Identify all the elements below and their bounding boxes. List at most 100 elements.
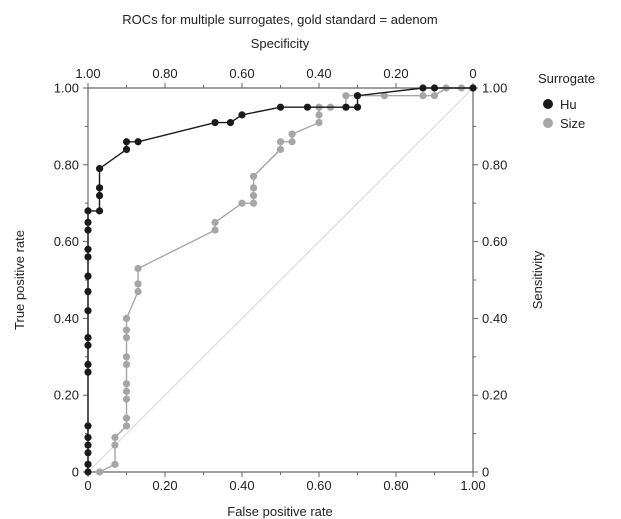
- x2-tick-label: 0.40: [306, 66, 331, 81]
- y-tick-label: 0: [72, 465, 79, 480]
- data-point-size: [111, 460, 119, 468]
- y-tick-label: 0.40: [54, 311, 79, 326]
- x-tick-label: 0: [84, 478, 91, 493]
- data-point-hu: [84, 287, 92, 296]
- data-point-size: [380, 92, 389, 100]
- data-point-size: [134, 287, 142, 296]
- data-point-hu: [238, 111, 246, 119]
- x-tick-label: 0.80: [383, 478, 408, 493]
- data-point-hu: [430, 84, 439, 92]
- legend-title: Surrogate: [538, 71, 595, 86]
- data-point-size: [122, 422, 131, 430]
- x2-tick-label: 1.00: [75, 66, 100, 81]
- y2-tick-label: 0.40: [482, 311, 507, 326]
- y2-tick-label: 0.60: [482, 234, 507, 249]
- x-tick-label: 0.60: [306, 478, 331, 493]
- data-point-size: [122, 314, 131, 322]
- data-point-size: [122, 353, 131, 361]
- data-point-size: [122, 387, 131, 395]
- data-point-hu: [469, 84, 477, 92]
- data-point-hu: [84, 207, 92, 215]
- data-point-size: [249, 191, 258, 200]
- data-point-hu: [84, 460, 92, 468]
- data-point-size: [122, 360, 131, 369]
- y2-tick-label: 0.80: [482, 157, 507, 172]
- data-point-hu: [95, 191, 104, 200]
- legend-label-hu: Hu: [560, 97, 577, 112]
- data-point-hu: [84, 245, 92, 253]
- data-point-hu: [353, 103, 362, 111]
- data-point-hu: [84, 334, 92, 342]
- data-point-size: [249, 199, 258, 207]
- data-point-size: [211, 226, 219, 234]
- data-point-size: [430, 92, 439, 100]
- data-point-hu: [84, 341, 92, 349]
- data-point-size: [95, 468, 104, 476]
- data-point-size: [342, 92, 350, 100]
- data-point-size: [122, 395, 131, 403]
- data-point-hu: [95, 207, 104, 215]
- series-layer: [84, 84, 477, 476]
- data-point-size: [249, 184, 258, 192]
- legend: Surrogate Hu Size: [538, 71, 595, 131]
- data-point-size: [276, 138, 285, 146]
- x2-tick-label: 0.80: [152, 66, 177, 81]
- y2-tick-label: 0.20: [482, 388, 507, 403]
- data-point-size: [315, 118, 323, 127]
- data-point-hu: [353, 92, 362, 100]
- x-tick-label: 0.40: [229, 478, 254, 493]
- data-point-size: [122, 326, 131, 334]
- data-point-hu: [84, 218, 92, 226]
- data-point-size: [276, 145, 285, 154]
- series-line-hu: [87, 87, 473, 472]
- data-point-size: [238, 199, 246, 207]
- axes-layer: 01.000 00.200.800.20 0.200.400.600.40 0.400…: [54, 66, 508, 493]
- data-point-hu: [303, 103, 312, 111]
- data-point-hu: [84, 272, 92, 280]
- data-point-hu: [84, 368, 92, 376]
- y-tick-label: 0.60: [54, 234, 79, 249]
- data-point-hu: [419, 84, 427, 92]
- chart-title: ROCs for multiple surrogates, gold stand…: [122, 12, 437, 27]
- data-point-hu: [342, 103, 350, 111]
- data-point-hu: [84, 468, 92, 476]
- y-tick-label: 0.80: [54, 157, 79, 172]
- x-tick-label: 1.00: [460, 478, 485, 493]
- data-point-size: [122, 414, 131, 422]
- legend-label-size: Size: [560, 116, 585, 131]
- data-point-hu: [84, 441, 92, 449]
- data-point-size: [249, 172, 258, 180]
- x2-tick-label: 0: [469, 66, 476, 81]
- y-tick-label: 0.20: [54, 388, 79, 403]
- x2-tick-label: 0.60: [229, 66, 254, 81]
- legend-swatch-size: [543, 118, 553, 128]
- data-point-size: [134, 264, 142, 273]
- data-point-hu: [84, 360, 92, 369]
- x2-axis-title: Specificity: [251, 36, 310, 51]
- data-point-size: [419, 92, 427, 100]
- data-point-size: [211, 218, 219, 226]
- reference-line-layer: [87, 87, 474, 473]
- data-point-hu: [84, 433, 92, 442]
- data-point-hu: [84, 422, 92, 430]
- data-point-size: [315, 111, 323, 119]
- data-point-size: [288, 138, 296, 146]
- data-point-size: [122, 380, 131, 388]
- data-point-hu: [84, 253, 92, 261]
- x-axis-title: False positive rate: [227, 504, 333, 519]
- data-point-hu: [226, 118, 235, 127]
- y2-tick-label: 1.00: [482, 81, 507, 96]
- x-tick-label: 0.20: [152, 478, 177, 493]
- data-point-size: [134, 280, 142, 288]
- reference-diagonal-line: [87, 87, 474, 473]
- data-point-hu: [95, 165, 104, 173]
- data-point-size: [122, 334, 131, 342]
- data-point-hu: [122, 145, 131, 154]
- y2-axis-title: Sensitivity: [530, 250, 545, 309]
- y-tick-label: 1.00: [54, 81, 79, 96]
- data-point-hu: [84, 307, 92, 315]
- y2-tick-label: 0: [482, 465, 489, 480]
- data-point-hu: [134, 138, 142, 146]
- data-point-size: [111, 433, 119, 442]
